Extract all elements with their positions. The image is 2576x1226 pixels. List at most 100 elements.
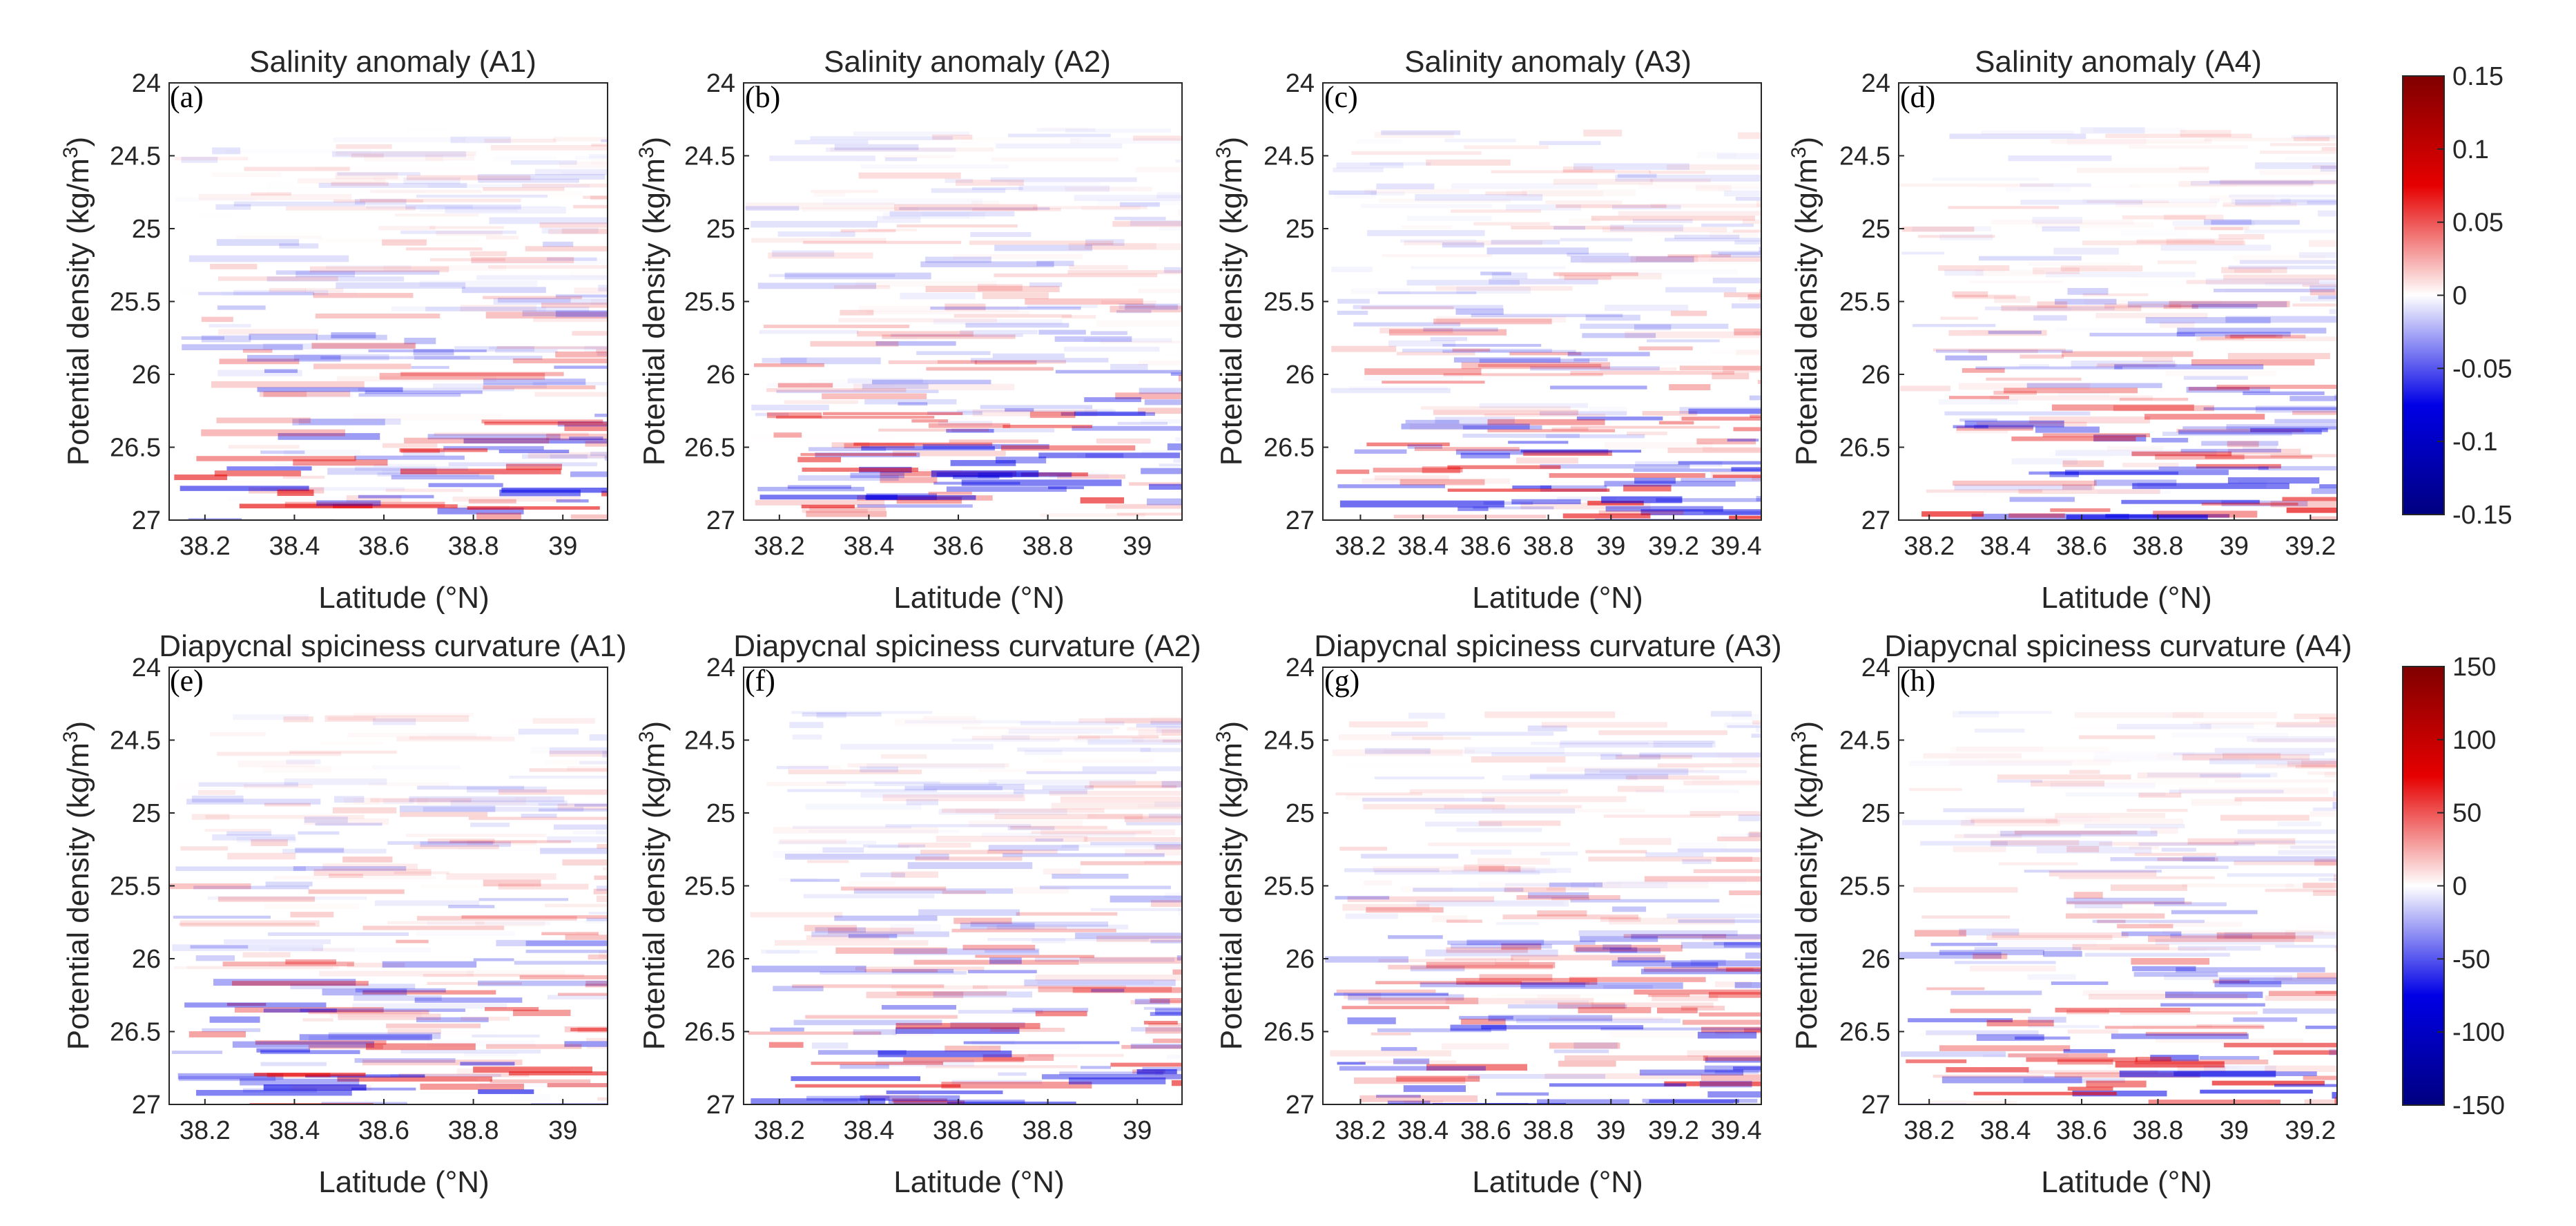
anomaly-stripe bbox=[1580, 936, 1658, 942]
anomaly-stripe bbox=[1090, 908, 1182, 912]
anomaly-stripe bbox=[1348, 721, 1428, 728]
anomaly-stripe bbox=[1484, 711, 1616, 718]
anomaly-stripe bbox=[1005, 408, 1034, 412]
anomaly-stripe bbox=[1625, 331, 1761, 338]
anomaly-stripe bbox=[2136, 239, 2215, 244]
anomaly-stripe bbox=[1733, 427, 1761, 432]
anomaly-stripe bbox=[1531, 741, 1649, 745]
anomaly-stripe bbox=[219, 358, 300, 365]
anomaly-stripe bbox=[212, 834, 296, 841]
anomaly-stripe bbox=[1402, 348, 1552, 353]
anomaly-stripe bbox=[1402, 226, 1452, 229]
anomaly-stripe bbox=[787, 789, 938, 792]
anomaly-stripe bbox=[443, 446, 544, 450]
anomaly-stripe bbox=[2000, 830, 2158, 836]
anomaly-stripe bbox=[570, 471, 608, 477]
anomaly-stripe bbox=[1509, 352, 1582, 356]
y-tick-label: 25 bbox=[132, 799, 161, 828]
colorbar-tick-label: -0.15 bbox=[2452, 501, 2512, 530]
anomaly-stripe bbox=[922, 444, 1049, 450]
anomaly-stripe bbox=[951, 1080, 1043, 1084]
anomaly-stripe bbox=[936, 836, 1088, 842]
anomaly-stripe bbox=[2114, 364, 2264, 370]
anomaly-stripe bbox=[1155, 845, 1182, 850]
anomaly-stripe bbox=[858, 172, 961, 179]
y-tick-label: 25 bbox=[706, 215, 735, 244]
anomaly-stripe bbox=[1603, 814, 1721, 818]
anomaly-stripe bbox=[2239, 260, 2337, 265]
anomaly-stripe bbox=[298, 418, 401, 425]
anomaly-stripe bbox=[249, 334, 318, 341]
anomaly-stripe bbox=[1618, 173, 1657, 178]
anomaly-stripe bbox=[1090, 841, 1182, 845]
anomaly-stripe bbox=[354, 1058, 456, 1063]
anomaly-stripe bbox=[1173, 459, 1182, 463]
anomaly-stripe bbox=[1609, 1082, 1692, 1087]
panel-b-title: Salinity anomaly (A2) bbox=[824, 45, 1111, 79]
anomaly-stripe bbox=[1504, 887, 1566, 892]
anomaly-stripe bbox=[322, 863, 418, 870]
panel-h: Diapycnal spiciness curvature (A4) (h) P… bbox=[1788, 629, 2352, 1199]
anomaly-stripe bbox=[1148, 813, 1182, 818]
anomaly-stripe bbox=[1681, 941, 1761, 949]
anomaly-stripe bbox=[1154, 1008, 1182, 1015]
anomaly-stripe bbox=[2307, 200, 2337, 204]
anomaly-stripe bbox=[1570, 899, 1720, 903]
anomaly-stripe bbox=[890, 924, 941, 931]
anomaly-stripe bbox=[316, 500, 381, 506]
anomaly-stripe bbox=[1667, 254, 1731, 258]
anomaly-stripe bbox=[1151, 716, 1189, 721]
anomaly-stripe bbox=[1717, 836, 1761, 841]
anomaly-stripe bbox=[960, 329, 1038, 334]
anomaly-stripe bbox=[1605, 506, 1723, 512]
anomaly-stripe bbox=[2309, 812, 2354, 817]
anomaly-stripe bbox=[2247, 736, 2337, 742]
x-tick-label: 38.4 bbox=[1397, 1116, 1449, 1145]
anomaly-stripe bbox=[1172, 1080, 1182, 1086]
y-tick-label: 24 bbox=[132, 69, 161, 98]
anomaly-stripe bbox=[538, 803, 608, 806]
anomaly-stripe bbox=[2233, 1017, 2298, 1022]
anomaly-stripe bbox=[1083, 338, 1172, 343]
anomaly-stripe bbox=[1954, 484, 2092, 490]
anomaly-stripe bbox=[256, 1048, 311, 1053]
anomaly-stripe bbox=[387, 921, 485, 925]
anomaly-stripe bbox=[2227, 441, 2259, 448]
anomaly-stripe bbox=[1433, 318, 1552, 325]
anomaly-stripe bbox=[1156, 192, 1182, 199]
anomaly-stripe bbox=[2158, 466, 2269, 470]
anomaly-stripe bbox=[490, 144, 608, 151]
anomaly-stripe bbox=[1017, 747, 1151, 752]
panel-g-ylabel: Potential density (kg/m3) bbox=[1212, 721, 1249, 1050]
anomaly-stripe bbox=[2144, 414, 2265, 420]
anomaly-stripe bbox=[509, 1071, 608, 1076]
anomaly-stripe bbox=[1993, 390, 2037, 395]
anomaly-stripe bbox=[191, 814, 230, 821]
anomaly-stripe bbox=[868, 228, 917, 231]
anomaly-stripe bbox=[791, 1076, 921, 1082]
anomaly-stripe bbox=[2159, 321, 2195, 328]
anomaly-stripe bbox=[920, 850, 1023, 854]
anomaly-stripe bbox=[992, 353, 1065, 358]
anomaly-stripe bbox=[1152, 1038, 1182, 1044]
anomaly-stripe bbox=[1013, 789, 1087, 794]
anomaly-stripe bbox=[1633, 468, 1761, 472]
anomaly-stripe bbox=[2298, 252, 2337, 258]
anomaly-stripe bbox=[1375, 981, 1522, 985]
anomaly-stripe bbox=[1456, 287, 1531, 294]
anomaly-stripe bbox=[2334, 1097, 2337, 1104]
anomaly-stripe bbox=[1407, 444, 1442, 449]
anomaly-stripe bbox=[387, 1028, 441, 1034]
anomaly-stripe bbox=[780, 357, 881, 365]
anomaly-stripe bbox=[586, 1046, 608, 1049]
anomaly-stripe bbox=[1084, 242, 1156, 249]
anomaly-stripe bbox=[1645, 852, 1704, 857]
anomaly-stripe bbox=[1944, 269, 1984, 276]
anomaly-stripe bbox=[806, 510, 887, 517]
anomaly-stripe bbox=[2019, 364, 2049, 367]
y-tick-label: 26.5 bbox=[684, 434, 735, 463]
anomaly-stripe bbox=[1037, 981, 1154, 984]
anomaly-stripe bbox=[570, 1028, 608, 1032]
y-tick-label: 24 bbox=[132, 653, 161, 682]
anomaly-stripe bbox=[1634, 989, 1761, 995]
